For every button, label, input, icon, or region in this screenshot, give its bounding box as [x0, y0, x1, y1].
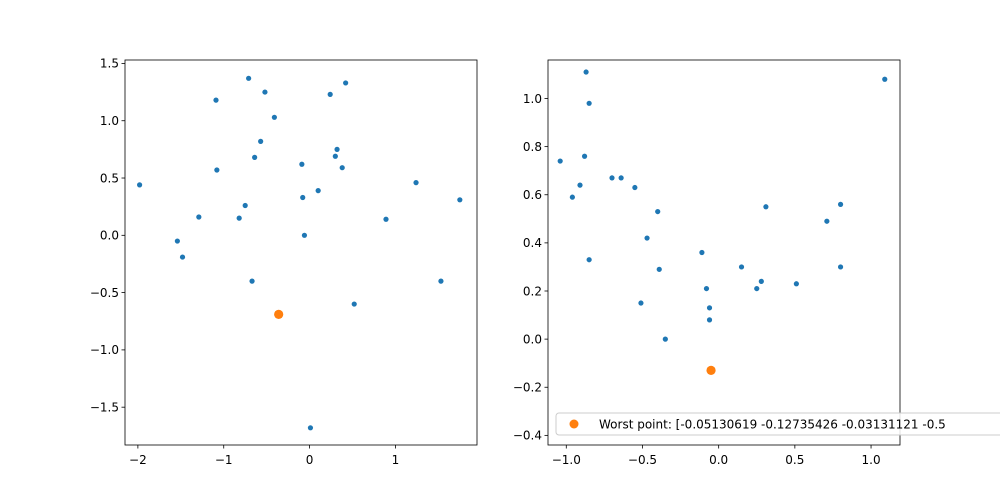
data-point-1-25	[837, 201, 844, 207]
y-tick-label-1-0: 1.0	[523, 92, 542, 106]
data-point-1-0	[557, 158, 563, 164]
legend-label: Worst point: [-0.05130619 -0.12735426 -0…	[599, 418, 946, 432]
y-tick-label-1-6: −0.2	[513, 381, 542, 395]
y-tick-label-1-3: 0.4	[523, 236, 542, 250]
data-point-0-17	[307, 425, 314, 431]
data-point-1-15	[699, 249, 705, 256]
data-point-1-23	[793, 281, 799, 287]
data-point-0-6	[236, 215, 242, 221]
data-point-0-8	[246, 75, 252, 81]
y-tick-label-0-0: 1.5	[100, 57, 119, 71]
data-point-1-19	[738, 264, 745, 270]
data-point-0-11	[258, 138, 264, 144]
data-point-1-21	[758, 278, 764, 284]
y-tick-label-1-4: 0.2	[523, 284, 542, 298]
left-subplot: −2 −1 0 1 1.5 1.0 0.5 0.0 −0.5 −1.0 −1.5	[90, 57, 478, 467]
data-point-1-27	[882, 76, 888, 82]
x-tick-label-0-3: 1	[392, 453, 400, 467]
data-point-1-22	[763, 204, 769, 210]
data-point-0-26	[413, 180, 419, 186]
data-point-1-9	[632, 184, 638, 191]
data-point-1-16	[703, 285, 710, 292]
legend-marker	[569, 419, 579, 429]
data-point-1-1	[569, 194, 575, 200]
y-tick-label-0-4: −0.5	[90, 286, 119, 300]
data-point-1-10	[638, 300, 644, 306]
x-tick-label-1-2: 0.0	[709, 453, 728, 467]
data-point-1-2	[577, 182, 583, 188]
data-point-1-13	[656, 266, 662, 272]
data-point-0-19	[327, 91, 333, 97]
data-point-1-11	[644, 235, 650, 241]
data-point-1-8	[618, 175, 624, 181]
data-point-0-16	[301, 232, 308, 238]
y-tick-label-0-3: 0.0	[100, 229, 119, 243]
data-point-1-24	[824, 218, 830, 224]
data-point-1-14	[662, 336, 668, 342]
data-point-0-3	[196, 214, 202, 220]
x-tick-label-1-0: −1.0	[552, 453, 581, 467]
y-tick-label-1-7: −0.4	[513, 429, 542, 443]
data-point-0-2	[179, 254, 186, 260]
data-point-0-4	[213, 97, 219, 103]
y-tick-label-1-1: 0.8	[523, 140, 542, 154]
data-point-0-14	[299, 161, 305, 167]
x-tick-label-1-1: −0.5	[628, 453, 657, 467]
x-tick-label-1-4: 1.0	[862, 453, 881, 467]
y-tick-label-1-2: 0.6	[523, 188, 542, 202]
data-point-0-12	[262, 89, 268, 95]
data-point-0-13	[271, 114, 277, 120]
data-point-0-27	[438, 278, 444, 284]
data-point-1-3	[581, 153, 588, 159]
right-subplot: −1.0 −0.5 0.0 0.5 1.0 1.0 0.8 0.6 0.4 0.2 0.0 −0.2 −…	[513, 59, 901, 467]
data-point-0-9	[249, 278, 255, 284]
data-point-0-5	[214, 167, 220, 173]
legend: Worst point: [-0.05130619 -0.12735426 -0…	[555, 412, 1000, 436]
data-point-0-0	[137, 182, 143, 188]
data-point-1-20	[754, 285, 760, 292]
data-point-1-18	[706, 317, 713, 323]
data-point-0-20	[332, 153, 338, 159]
data-point-0-28	[457, 197, 463, 203]
data-point-1-6	[586, 257, 592, 263]
data-point-1-12	[655, 208, 661, 215]
x-tick-label-0-1: −1	[215, 453, 233, 467]
data-point-1-17	[706, 305, 713, 311]
data-point-1-4	[583, 69, 589, 75]
data-point-1-26	[837, 264, 844, 270]
x-tick-label-0-0: −2	[129, 453, 147, 467]
data-point-0-24	[351, 301, 357, 307]
data-point-0-21	[334, 146, 340, 152]
x-tick-label-0-2: 0	[306, 453, 314, 467]
axes-frame-0	[124, 59, 478, 446]
y-tick-label-1-5: 0.0	[523, 332, 542, 346]
data-point-0-7	[242, 202, 248, 209]
data-point-0-1	[174, 238, 180, 244]
data-point-0-25	[383, 216, 389, 222]
data-point-0-15	[300, 194, 306, 201]
y-tick-label-0-5: −1.0	[90, 343, 119, 357]
axes-frame-1	[547, 59, 901, 446]
data-point-1-7	[609, 175, 615, 181]
y-tick-label-0-6: −1.5	[90, 400, 119, 414]
x-tick-label-1-3: 0.5	[785, 453, 804, 467]
data-point-0-23	[343, 80, 349, 86]
data-point-0-22	[339, 165, 345, 171]
y-tick-label-0-2: 0.5	[100, 171, 119, 185]
data-point-1-5	[586, 100, 592, 106]
worst-point-1-0	[706, 365, 716, 376]
data-point-0-18	[315, 188, 321, 194]
legend-box	[555, 412, 1000, 436]
y-tick-label-0-1: 1.0	[100, 114, 119, 128]
data-point-0-10	[252, 154, 258, 160]
worst-point-0-0	[274, 309, 284, 319]
